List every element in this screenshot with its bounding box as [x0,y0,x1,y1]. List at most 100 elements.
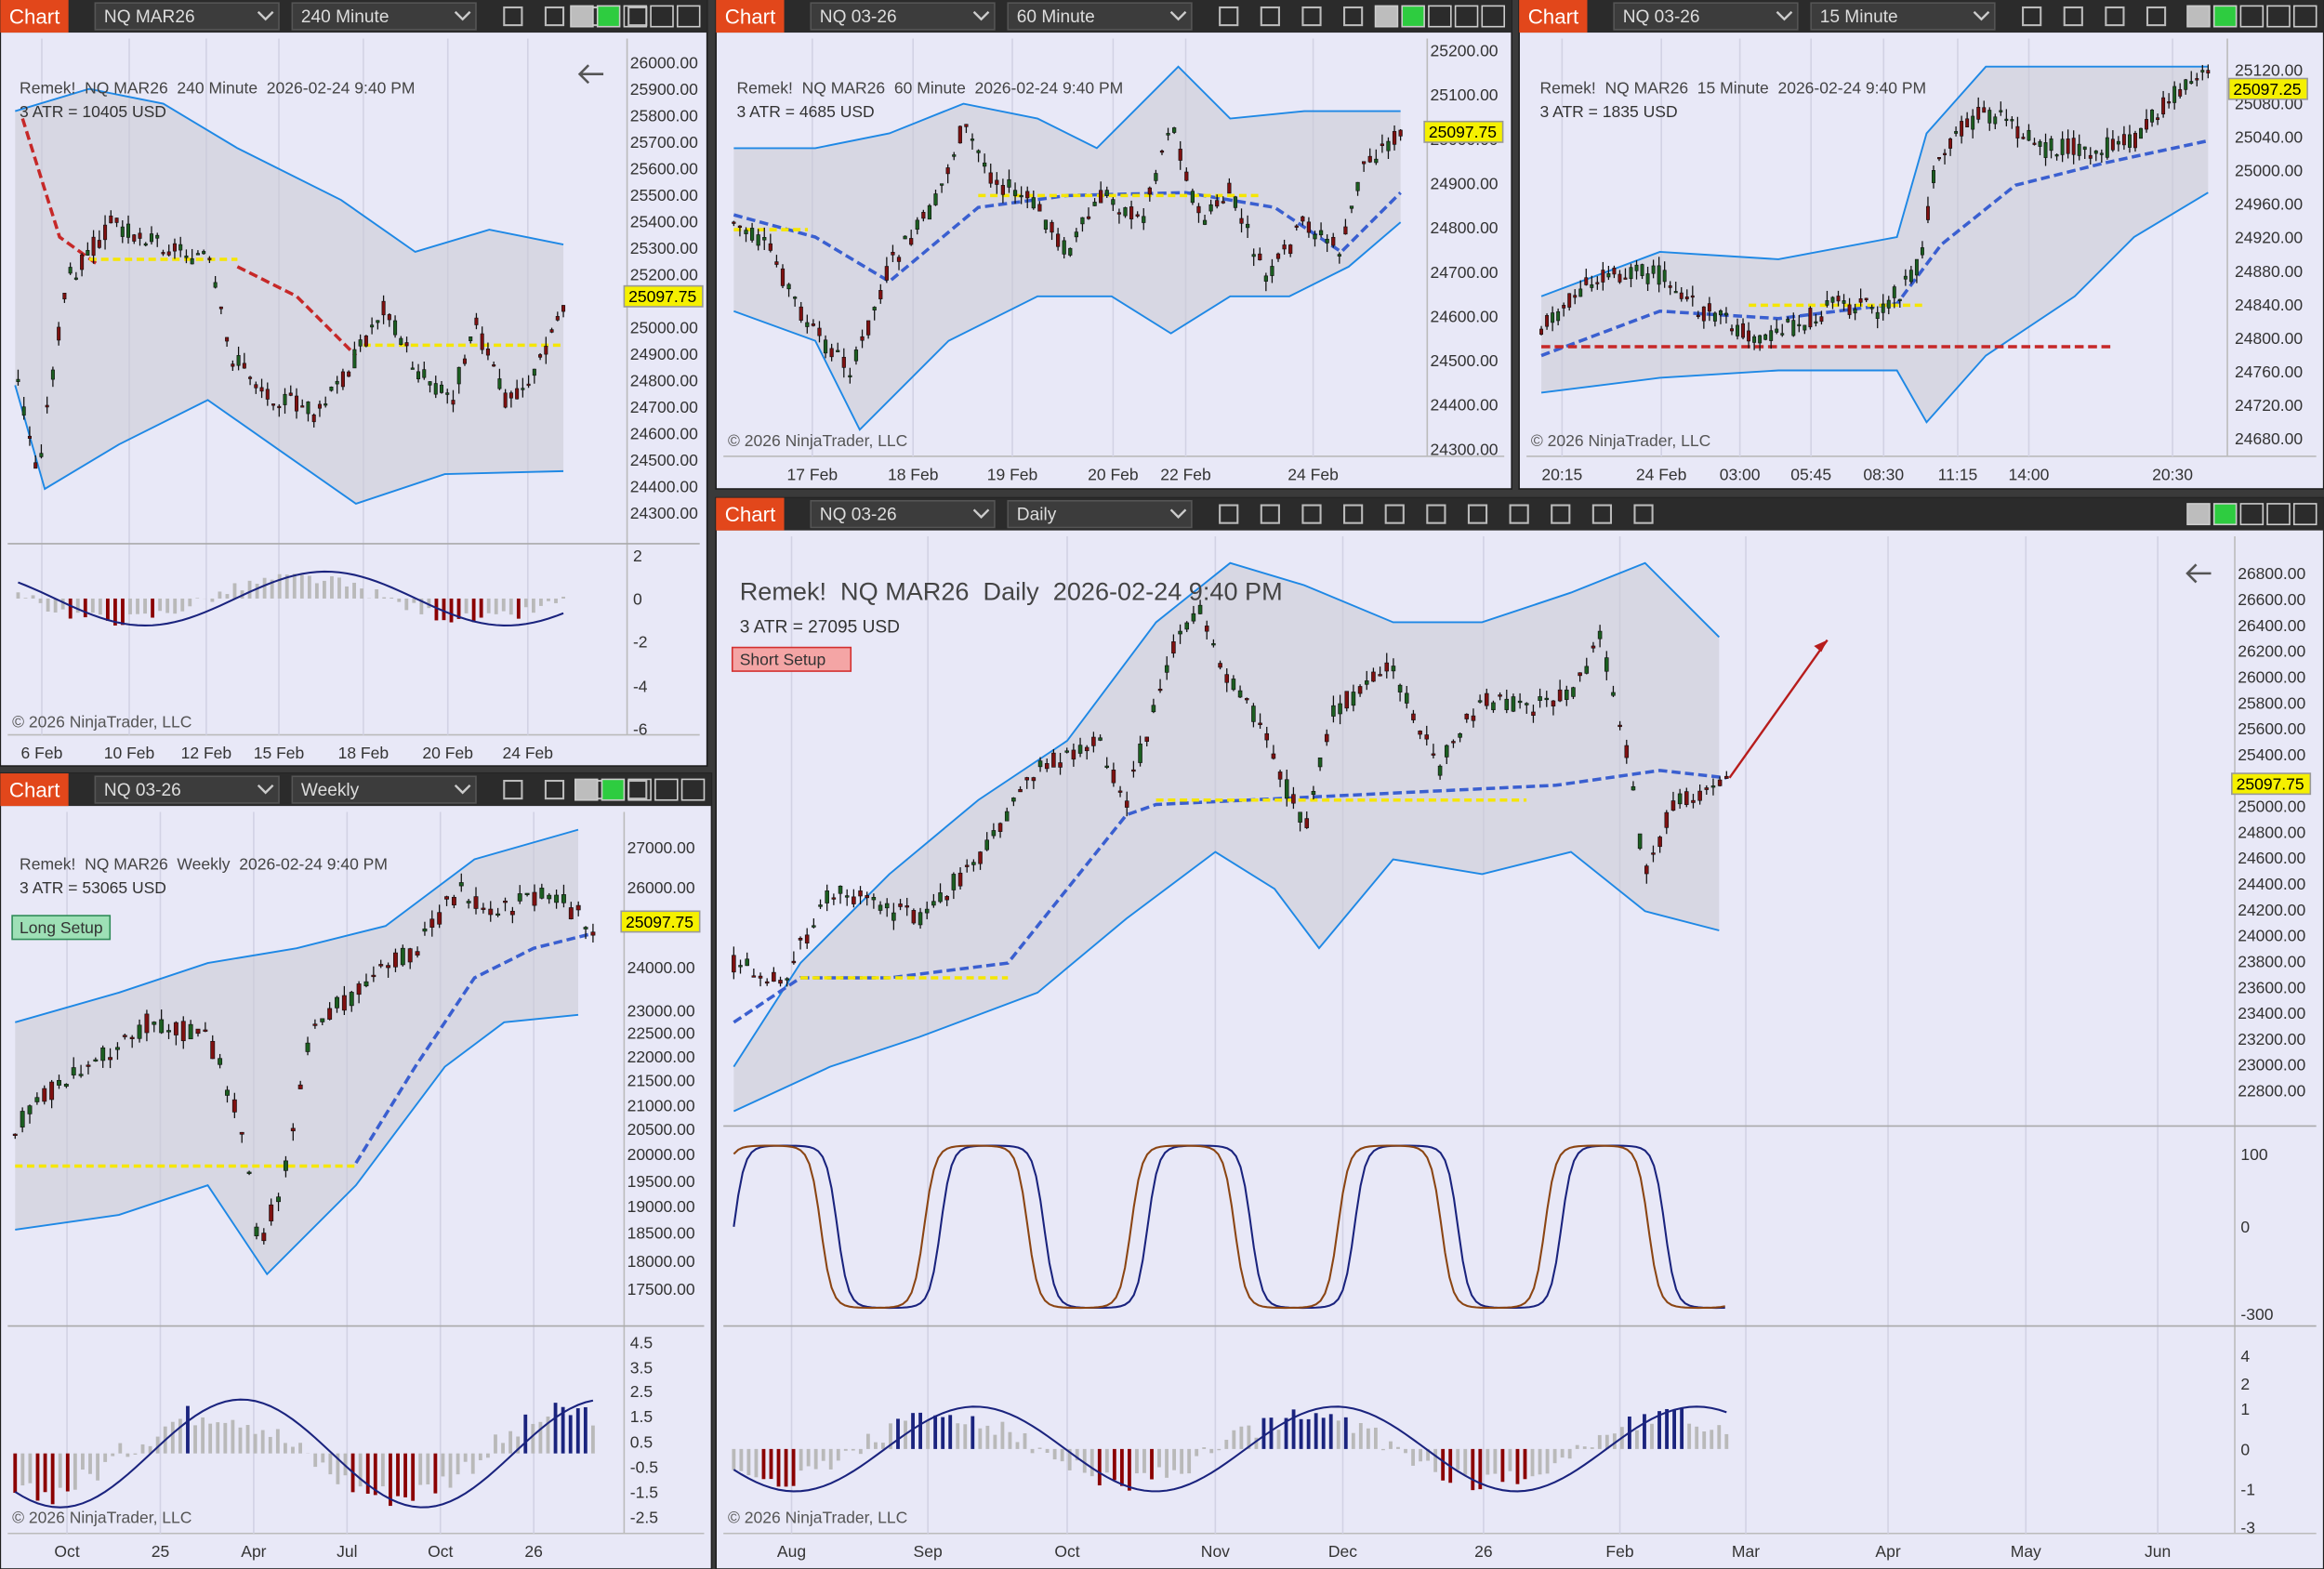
histogram-bar [186,1405,190,1454]
window-button[interactable] [676,5,701,28]
candle-body [1178,630,1182,635]
candle-body [884,266,889,281]
window-button[interactable] [2186,5,2211,28]
candle-body [544,346,548,355]
toolbar-icon[interactable] [1633,504,1654,524]
window-button[interactable] [2292,5,2317,28]
toolbar-icon[interactable] [1260,6,1280,27]
candle-body [1166,133,1170,136]
chart-tab[interactable] [716,0,785,33]
band-upper [733,561,1721,1068]
chart-tab[interactable] [1519,0,1588,33]
candle-body [180,1021,186,1042]
toolbar-icon[interactable] [1426,504,1446,524]
toolbar-icon[interactable] [1591,504,1613,524]
toolbar-icon[interactable] [1551,504,1571,524]
window-button[interactable] [650,5,674,28]
toolbar-icon[interactable] [503,6,523,27]
toolbar-icon[interactable] [1467,504,1488,524]
window-button[interactable] [1454,5,1479,28]
candle-body [964,864,970,867]
price-tick-label: 21500.00 [627,1071,695,1089]
toolbar-icon[interactable] [1509,504,1529,524]
time-tick-label: Nov [1201,1542,1230,1561]
back-arrow[interactable] [2185,563,2212,584]
chart-tab[interactable] [0,773,69,807]
candle-body [1830,297,1835,303]
histogram-bar [1545,1448,1550,1474]
toolbar-icon[interactable] [1219,6,1239,27]
toolbar-icon[interactable] [544,6,565,27]
window-button[interactable] [623,5,648,28]
window-button[interactable] [574,778,599,801]
window-button[interactable] [654,778,679,801]
back-arrow[interactable] [577,64,604,85]
interval-dropdown[interactable] [291,2,477,31]
candle-body [363,335,368,347]
window-button[interactable] [2292,503,2317,526]
window-button[interactable] [2239,5,2265,28]
window-button[interactable] [596,5,621,28]
window-button[interactable] [1428,5,1452,28]
window-button[interactable] [2212,503,2238,526]
histogram-bar [539,598,543,606]
candle-body [2195,78,2199,81]
histogram-bar [360,588,364,599]
toolbar-icon[interactable] [1343,504,1364,524]
toolbar-icon[interactable] [2105,6,2125,27]
interval-dropdown[interactable] [1810,2,1996,31]
price-tick-label: 22800.00 [2238,1082,2305,1101]
interval-dropdown[interactable] [1007,499,1193,529]
histogram-bar [195,598,200,599]
chart-tab[interactable] [0,0,69,33]
toolbar-icon[interactable] [2022,6,2042,27]
window-button[interactable] [627,778,652,801]
window-button[interactable] [2239,503,2265,526]
toolbar-icon[interactable] [1301,504,1322,524]
toolbar-icon[interactable] [1384,504,1405,524]
candle-body [1551,700,1556,706]
chart-tab[interactable] [716,497,785,531]
toolbar-icon[interactable] [2146,6,2167,27]
candle-body [903,235,907,240]
instrument-dropdown[interactable] [94,2,280,31]
instrument-dropdown[interactable] [94,775,280,804]
candle-body [1960,121,1964,137]
osc-tick-label: -1 [2240,1480,2255,1498]
window-button[interactable] [2212,5,2238,28]
candle-body [393,320,398,336]
window-button[interactable] [570,5,594,28]
window-button[interactable] [1481,5,1506,28]
interval-dropdown[interactable] [291,775,477,804]
candle-body [1763,334,1768,340]
candle-body [1724,312,1728,316]
window-button[interactable] [2186,503,2211,526]
instrument-dropdown[interactable] [1613,2,1799,31]
candle-body [173,1022,178,1035]
interval-dropdown[interactable] [1007,2,1193,31]
candle-body [210,1040,216,1060]
candle-body [1710,785,1716,788]
setup-badge [731,646,852,672]
toolbar-icon[interactable] [1343,6,1364,27]
instrument-dropdown[interactable] [810,2,996,31]
toolbar-icon[interactable] [1260,504,1280,524]
instrument-dropdown[interactable] [810,499,996,529]
toolbar-icon[interactable] [503,779,523,800]
toolbar-icon[interactable] [544,779,565,800]
window-button[interactable] [2266,5,2291,28]
histogram-bar [971,1416,975,1449]
window-button[interactable] [2266,503,2291,526]
toolbar-icon[interactable] [1301,6,1322,27]
trend-line-red [20,117,98,266]
window-button[interactable] [680,778,706,801]
candle-body [1836,296,1841,302]
window-button[interactable] [601,778,626,801]
candle-body [1511,696,1516,712]
time-tick-label: 15 Feb [254,744,305,762]
instrument-label: NQ 03-26 [820,7,897,27]
toolbar-icon[interactable] [2063,6,2083,27]
window-button[interactable] [1374,5,1399,28]
window-button[interactable] [1401,5,1425,28]
toolbar-icon[interactable] [1219,504,1239,524]
